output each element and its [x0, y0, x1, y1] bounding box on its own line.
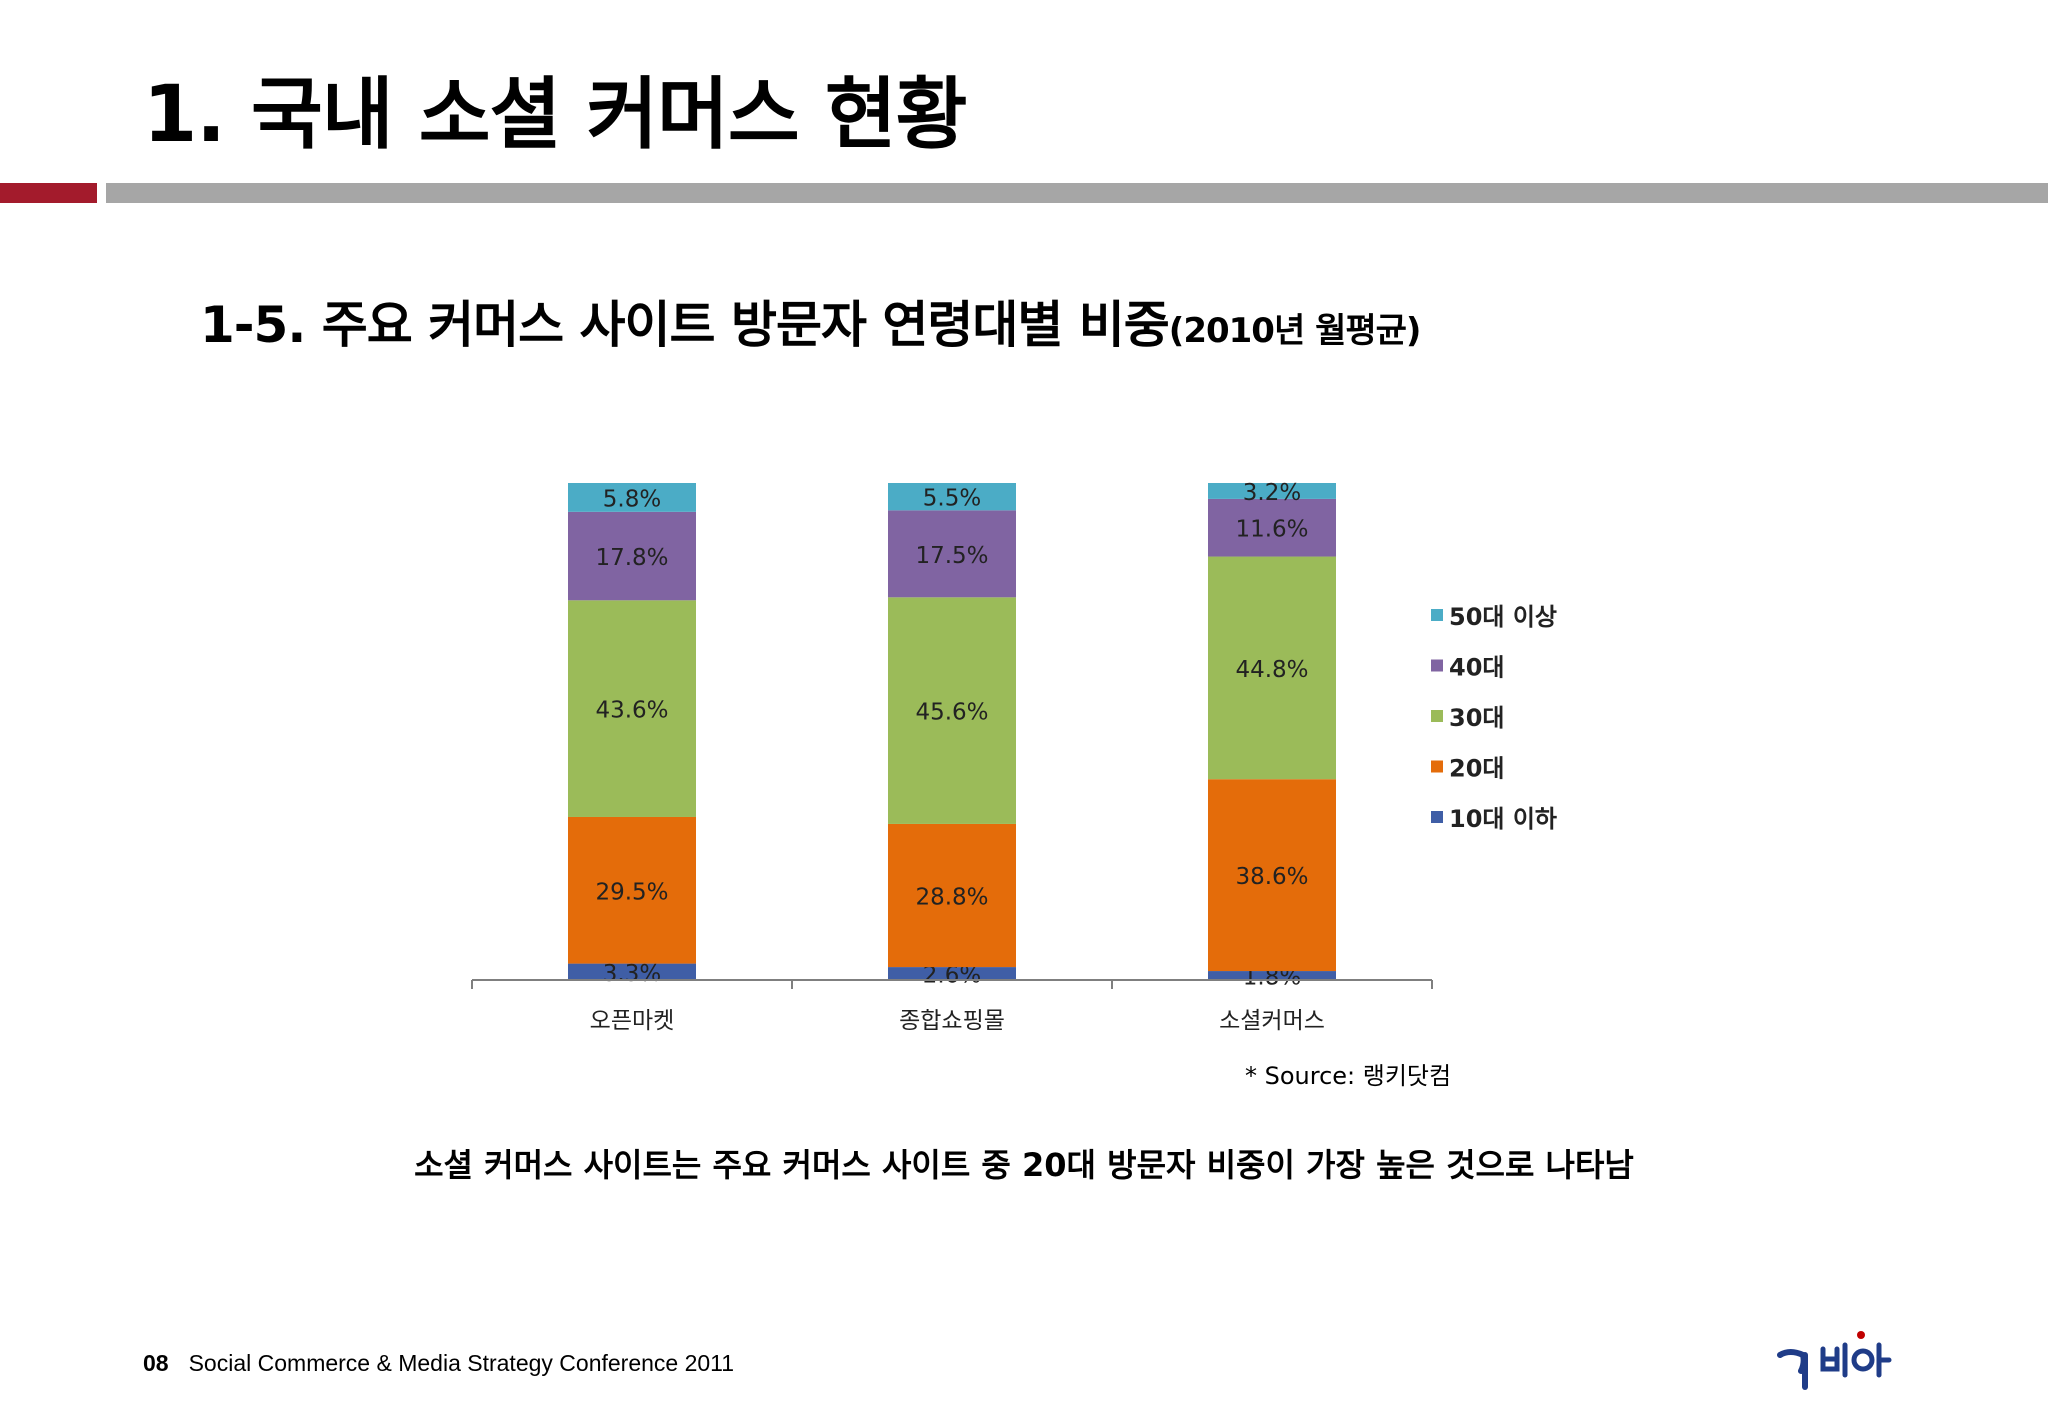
legend-label-30대: 30대: [1449, 704, 1504, 732]
legend-label-40대: 40대: [1449, 654, 1504, 682]
footer-conference: Social Commerce & Media Strategy Confere…: [188, 1350, 735, 1376]
bar-segment-오픈마켓-40대: [568, 511, 696, 601]
legend-label-50대-이상: 50대 이상: [1449, 603, 1557, 631]
data-label-종합쇼핑몰-40대: 17.5%: [915, 543, 988, 569]
summary-text: 소셜 커머스 사이트는 주요 커머스 사이트 중 20대 방문자 비중이 가장 …: [414, 1146, 1634, 1184]
data-label-종합쇼핑몰-20대: 28.8%: [915, 885, 988, 911]
legend-label-10대-이하: 10대 이하: [1449, 805, 1557, 833]
bar-segment-종합쇼핑몰-10대-이하: [888, 967, 1016, 980]
bar-segment-종합쇼핑몰-50대-이상: [888, 483, 1016, 511]
bar-segment-종합쇼핑몰-30대: [888, 597, 1016, 824]
legend-swatch-30대: [1431, 710, 1443, 722]
legend-label-20대: 20대: [1449, 755, 1504, 783]
bar-segment-오픈마켓-30대: [568, 600, 696, 817]
bar-segment-소셜커머스-20대: [1208, 779, 1336, 972]
data-label-오픈마켓-20대: 29.5%: [595, 879, 668, 905]
x-tick-label-소셜커머스: 소셜커머스: [1219, 1008, 1325, 1034]
x-tick-label-종합쇼핑몰: 종합쇼핑몰: [899, 1008, 1005, 1034]
legend-swatch-10대-이하: [1431, 811, 1443, 823]
data-label-오픈마켓-10대-이하: 3.3%: [603, 961, 661, 987]
subtitle-period: (2010년 월평균): [1168, 311, 1422, 351]
data-label-소셜커머스-30대: 44.8%: [1235, 657, 1308, 683]
title-accent-bar: [0, 183, 97, 203]
data-label-소셜커머스-40대: 11.6%: [1235, 517, 1308, 543]
legend-swatch-20대: [1431, 760, 1443, 773]
subtitle-main: 1-5. 주요 커머스 사이트 방문자 연령대별 비중: [200, 296, 1170, 354]
title-rule: [106, 183, 2048, 203]
legend-swatch-40대: [1431, 659, 1443, 672]
x-tick-label-오픈마켓: 오픈마켓: [590, 1008, 675, 1034]
bar-segment-소셜커머스-30대: [1208, 556, 1336, 780]
data-label-오픈마켓-30대: 43.6%: [595, 698, 668, 724]
data-label-종합쇼핑몰-50대-이상: 5.5%: [923, 486, 981, 512]
data-label-소셜커머스-20대: 38.6%: [1235, 864, 1308, 890]
source-note: * Source: 랭키닷컴: [1245, 1062, 1452, 1090]
bar-segment-소셜커머스-50대-이상: [1208, 483, 1336, 499]
chart-subtitle: 1-5. 주요 커머스 사이트 방문자 연령대별 비중(2010년 월평균): [200, 285, 1422, 357]
bar-segment-오픈마켓-50대-이상: [568, 483, 696, 512]
bar-segment-종합쇼핑몰-20대: [888, 823, 1016, 968]
data-label-오픈마켓-40대: 17.8%: [595, 545, 668, 571]
data-label-오픈마켓-50대-이상: 5.8%: [603, 486, 661, 512]
bar-segment-소셜커머스-40대: [1208, 498, 1336, 557]
page-number: 08: [143, 1350, 169, 1376]
bar-segment-오픈마켓-20대: [568, 816, 696, 964]
legend-swatch-50대-이상: [1431, 609, 1443, 621]
footer: 08 Social Commerce & Media Strategy Confe…: [143, 1350, 734, 1377]
data-label-종합쇼핑몰-30대: 45.6%: [915, 700, 988, 726]
bar-segment-오픈마켓-10대-이하: [568, 963, 696, 980]
bar-segment-종합쇼핑몰-40대: [888, 510, 1016, 598]
slide-title: 1. 국내 소셜 커머스 현황: [143, 70, 967, 160]
bar-segment-소셜커머스-10대-이하: [1208, 971, 1336, 980]
data-label-소셜커머스-50대-이상: 3.2%: [1243, 480, 1301, 506]
brand-logo-icon: [1777, 1331, 1892, 1390]
